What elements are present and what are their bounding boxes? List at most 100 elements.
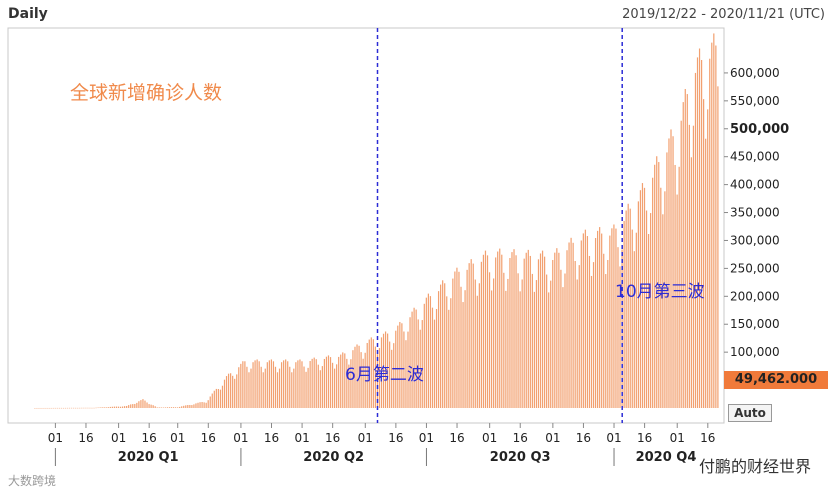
bar (168, 407, 171, 408)
bar (435, 309, 438, 408)
bar (342, 352, 344, 408)
bar (364, 352, 366, 408)
y-tick-label: 150,000 (730, 317, 780, 331)
bar (344, 353, 346, 408)
watermark-left: 大数跨境 (8, 474, 57, 488)
bar (707, 109, 709, 409)
plot-area (7, 27, 725, 424)
bar (225, 376, 228, 408)
bar (578, 265, 580, 408)
bar (692, 125, 695, 408)
bar (539, 253, 542, 408)
y-tick-label: 100,000 (730, 345, 780, 359)
bar (580, 240, 582, 408)
bar (507, 278, 509, 408)
bar (121, 406, 124, 408)
bar (97, 407, 99, 409)
bar (144, 400, 146, 408)
bar (177, 407, 179, 408)
bar (537, 259, 540, 408)
bar (437, 291, 440, 408)
bar (46, 407, 48, 409)
bar (248, 372, 250, 408)
bar (370, 337, 372, 408)
bar (111, 406, 113, 408)
bar (533, 291, 536, 408)
bar (405, 340, 407, 408)
x-tick-label: 16 (325, 431, 340, 445)
bar (456, 267, 458, 408)
bar (666, 152, 668, 408)
bar (490, 290, 493, 408)
bar (694, 72, 697, 409)
bar (183, 405, 185, 408)
bar (409, 317, 411, 408)
y-tick-label: 450,000 (730, 150, 780, 164)
bar (305, 371, 307, 408)
bar (217, 389, 219, 408)
bar (403, 331, 405, 408)
watermark-right: 付鹏的财经世界 (698, 457, 811, 476)
bar (486, 255, 489, 408)
bar (670, 129, 672, 408)
bar (266, 362, 268, 408)
bar (315, 359, 317, 408)
bar (613, 224, 615, 408)
x-tick-label: 01 (170, 431, 185, 445)
bar (34, 408, 36, 409)
bar (393, 343, 395, 408)
bar (56, 407, 58, 409)
bar (64, 407, 67, 409)
bar (384, 331, 387, 408)
date-range: 2019/12/22 - 2020/11/21 (UTC) (622, 7, 825, 22)
bar (601, 233, 603, 408)
x-tick-label: 16 (513, 431, 528, 445)
bar (299, 359, 301, 408)
bar (252, 362, 254, 408)
bar (99, 407, 101, 408)
bar (590, 275, 593, 408)
bar (637, 201, 639, 408)
bar (209, 396, 211, 408)
bar (529, 255, 531, 408)
bar (431, 307, 434, 408)
chart-title-daily: Daily (8, 6, 48, 22)
bar (625, 210, 627, 408)
bar (285, 359, 287, 408)
bar (484, 250, 487, 408)
bar (162, 407, 164, 408)
bars-group (34, 33, 719, 409)
bar (668, 138, 670, 408)
bar (527, 249, 529, 408)
bar (411, 311, 413, 408)
bar (505, 290, 507, 408)
bar (413, 307, 415, 408)
auto-scale-button[interactable]: Auto (728, 404, 772, 422)
bar (179, 406, 181, 408)
bar (62, 407, 65, 409)
bar (211, 393, 213, 408)
x-tick-label: 01 (111, 431, 126, 445)
bar (323, 358, 326, 408)
x-tick-label: 01 (670, 431, 685, 445)
bar (185, 405, 187, 408)
bar (215, 388, 217, 408)
bar (433, 319, 436, 408)
bar (270, 359, 273, 408)
bar (652, 177, 654, 408)
x-tick-label: 01 (358, 431, 373, 445)
bar (635, 232, 637, 408)
bar (372, 339, 374, 408)
bar (429, 296, 432, 408)
bar (58, 407, 60, 409)
bar (711, 42, 713, 409)
bar (119, 406, 122, 408)
bar (250, 368, 252, 408)
bar (478, 283, 480, 408)
bar (91, 407, 93, 409)
bar (515, 255, 517, 408)
bar (85, 407, 87, 409)
x-tick-label: 16 (142, 431, 157, 445)
annotation-third-wave: 10月第三波 (615, 282, 705, 302)
bar (338, 356, 340, 408)
